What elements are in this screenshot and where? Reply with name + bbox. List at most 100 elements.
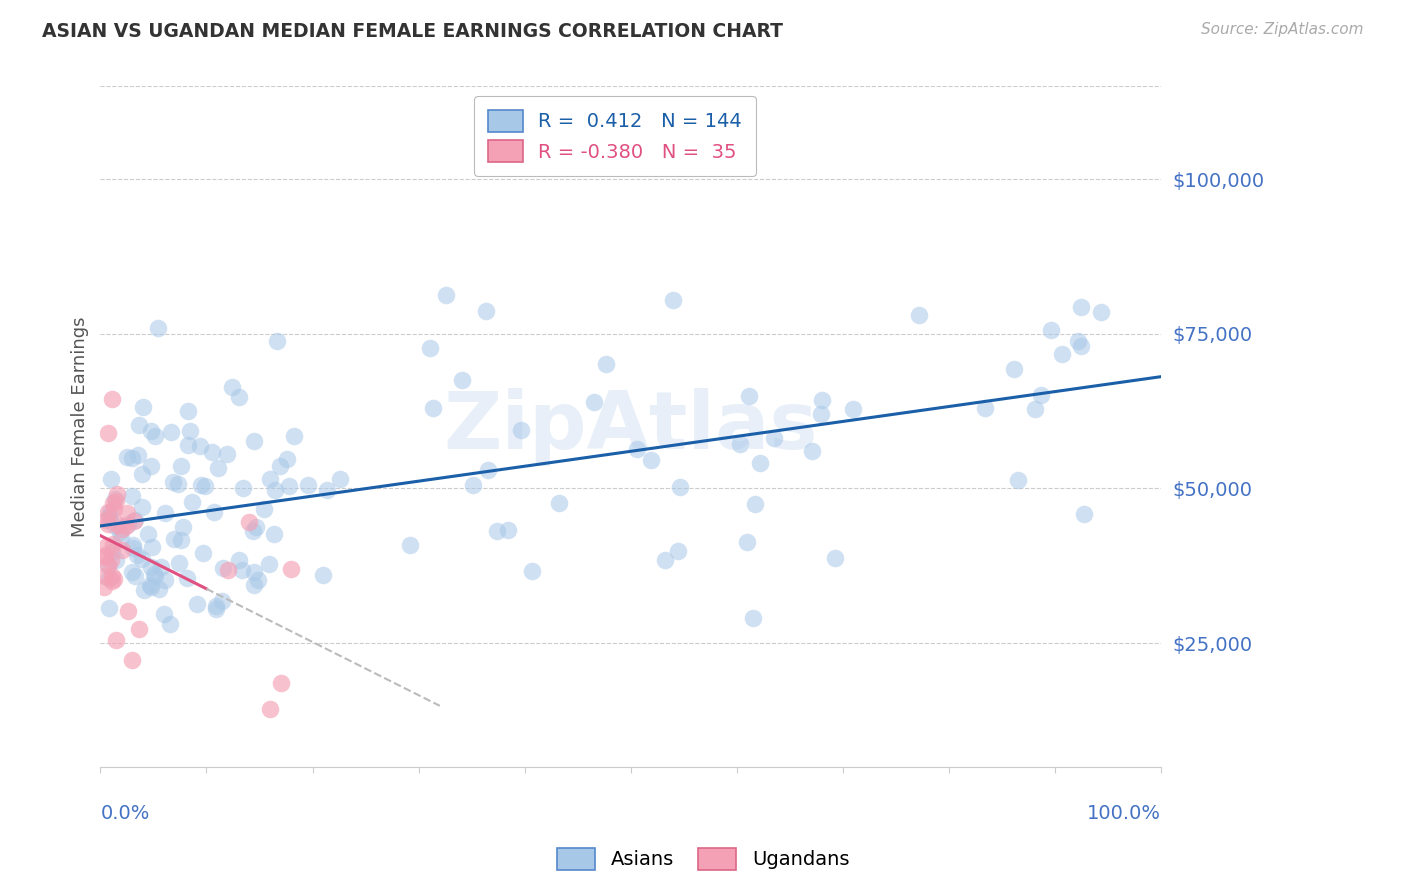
Point xyxy=(117,605,139,619)
Point xyxy=(232,481,254,495)
Point xyxy=(94,549,117,563)
Point xyxy=(312,568,335,582)
Point xyxy=(496,523,519,537)
Point xyxy=(228,552,250,566)
Point xyxy=(190,478,212,492)
Point xyxy=(128,418,150,433)
Point xyxy=(121,450,143,465)
Point xyxy=(103,537,125,551)
Point xyxy=(202,505,225,519)
Point xyxy=(742,611,765,625)
Point xyxy=(93,569,115,583)
Point xyxy=(242,565,264,579)
Point xyxy=(155,506,177,520)
Point xyxy=(243,434,266,449)
Point xyxy=(595,357,617,371)
Point xyxy=(107,517,129,532)
Point xyxy=(730,437,752,451)
Point xyxy=(242,524,264,538)
Point xyxy=(177,437,200,451)
Point xyxy=(194,479,217,493)
Legend: Asians, Ugandans: Asians, Ugandans xyxy=(548,839,858,878)
Point xyxy=(221,380,243,394)
Point xyxy=(204,601,226,615)
Point xyxy=(810,392,832,407)
Point xyxy=(661,293,683,308)
Point xyxy=(735,534,758,549)
Point xyxy=(211,594,233,608)
Point xyxy=(146,320,169,334)
Point xyxy=(824,551,846,566)
Point xyxy=(510,424,533,438)
Point xyxy=(283,428,305,442)
Point xyxy=(94,513,117,527)
Point xyxy=(124,513,146,527)
Point xyxy=(101,495,124,509)
Point xyxy=(477,463,499,477)
Point xyxy=(419,341,441,355)
Point xyxy=(122,515,145,529)
Point xyxy=(139,578,162,592)
Point xyxy=(139,581,162,595)
Point xyxy=(434,288,457,302)
Point xyxy=(131,500,153,514)
Point xyxy=(104,519,127,533)
Point xyxy=(163,532,186,546)
Point xyxy=(97,558,120,573)
Point xyxy=(134,583,156,598)
Point xyxy=(96,540,118,554)
Point xyxy=(316,483,339,497)
Point xyxy=(159,617,181,632)
Point xyxy=(1070,339,1092,353)
Point xyxy=(1024,401,1046,416)
Point xyxy=(186,597,208,611)
Point xyxy=(97,558,120,573)
Point xyxy=(103,572,125,586)
Point xyxy=(98,510,121,524)
Point xyxy=(172,520,194,534)
Point xyxy=(160,425,183,439)
Point xyxy=(242,578,264,592)
Point xyxy=(1090,304,1112,318)
Point xyxy=(125,549,148,563)
Point xyxy=(277,479,299,493)
Point xyxy=(97,571,120,585)
Point xyxy=(259,702,281,716)
Point xyxy=(247,573,270,587)
Point xyxy=(207,461,229,475)
Point xyxy=(907,308,929,322)
Point xyxy=(231,563,253,577)
Point xyxy=(217,563,239,577)
Point xyxy=(451,373,474,387)
Point xyxy=(176,571,198,585)
Point xyxy=(463,478,485,492)
Point xyxy=(654,553,676,567)
Point xyxy=(297,478,319,492)
Point xyxy=(842,401,865,416)
Point xyxy=(188,440,211,454)
Point xyxy=(117,517,139,532)
Point xyxy=(1073,508,1095,522)
Point xyxy=(520,565,543,579)
Point xyxy=(143,569,166,583)
Point xyxy=(270,676,292,690)
Point xyxy=(148,582,170,596)
Point xyxy=(100,472,122,486)
Point xyxy=(245,520,267,534)
Text: Source: ZipAtlas.com: Source: ZipAtlas.com xyxy=(1201,22,1364,37)
Point xyxy=(666,544,689,558)
Point xyxy=(269,458,291,473)
Point xyxy=(100,544,122,558)
Point xyxy=(1002,361,1025,376)
Text: ZipAtlas: ZipAtlas xyxy=(443,387,818,466)
Point xyxy=(97,505,120,519)
Point xyxy=(191,546,214,560)
Y-axis label: Median Female Earnings: Median Female Earnings xyxy=(72,317,89,537)
Point xyxy=(117,507,139,521)
Point xyxy=(131,467,153,481)
Point xyxy=(170,533,193,548)
Point xyxy=(121,541,143,556)
Point xyxy=(121,489,143,503)
Point xyxy=(257,557,280,571)
Point xyxy=(138,527,160,541)
